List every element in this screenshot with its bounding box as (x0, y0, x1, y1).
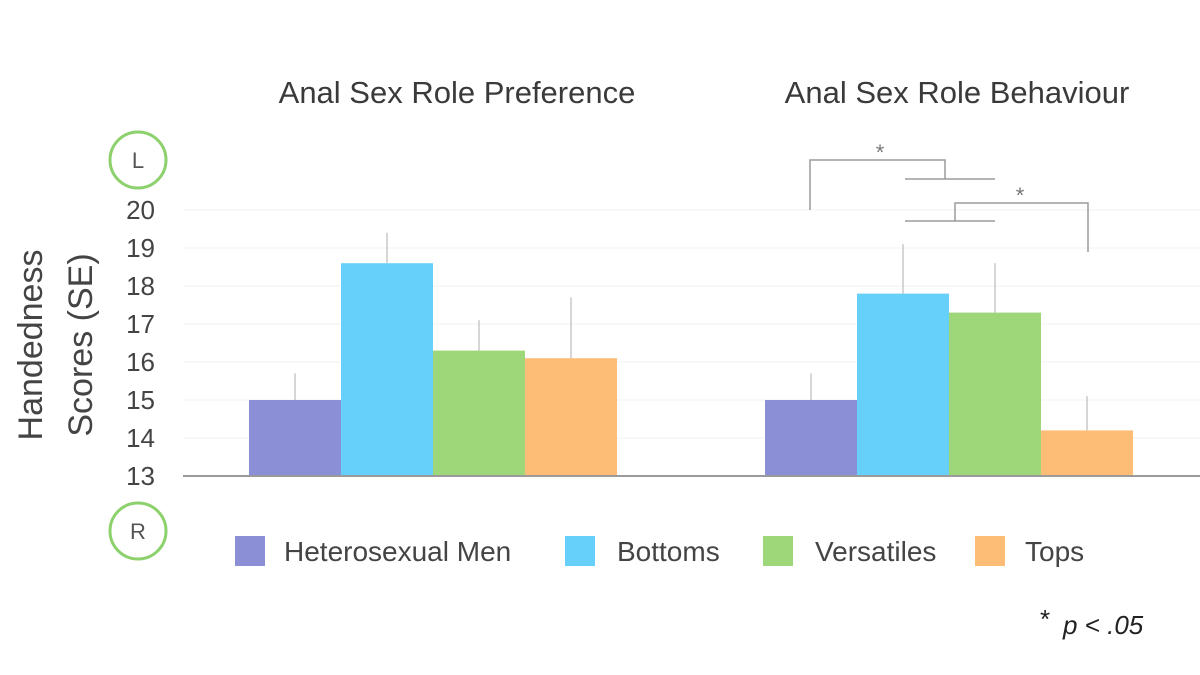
footnote-text: p < .05 (1062, 610, 1144, 640)
y-axis-label-line2: Scores (SE) (62, 253, 100, 436)
bar-preference-versatiles (433, 350, 525, 476)
left-marker-circle (108, 130, 168, 190)
significance-star: * (1016, 183, 1025, 208)
y-tick-label: 14 (126, 423, 155, 453)
bar-behaviour-tops (1041, 430, 1133, 476)
significance-bracket (954, 202, 1089, 252)
right-marker-label: R (130, 519, 146, 544)
bar-preference-heterosexual-men (249, 400, 341, 476)
bar-behaviour-bottoms (857, 293, 949, 476)
bar-behaviour-heterosexual-men (765, 400, 857, 476)
legend-swatch-tops (975, 536, 1005, 566)
y-axis-label-line1: Handedness (12, 250, 50, 441)
legend-label-heterosexual-men: Heterosexual Men (284, 536, 511, 567)
panel-title-behaviour: Anal Sex Role Behaviour (785, 75, 1130, 110)
y-tick-label: 18 (126, 271, 155, 301)
legend: Heterosexual Men Bottoms Versatiles Tops (235, 536, 1084, 567)
left-marker: L (108, 130, 168, 190)
y-tick-label: 19 (126, 233, 155, 263)
legend-swatch-heterosexual-men (235, 536, 265, 566)
y-tick-label: 15 (126, 385, 155, 415)
left-marker-label: L (132, 148, 144, 173)
panel-title-preference: Anal Sex Role Preference (279, 75, 636, 110)
y-tick-label: 17 (126, 309, 155, 339)
legend-swatch-bottoms (565, 536, 595, 566)
y-tick-label: 16 (126, 347, 155, 377)
significance-star: * (876, 140, 885, 165)
legend-label-bottoms: Bottoms (617, 536, 720, 567)
bar-behaviour-versatiles (949, 312, 1041, 476)
right-marker-circle (108, 501, 168, 561)
y-tick-label: 20 (126, 195, 155, 225)
footnote-star: * (1040, 604, 1050, 634)
bar-preference-tops (525, 358, 617, 476)
legend-swatch-versatiles (763, 536, 793, 566)
right-marker: R (108, 501, 168, 561)
y-tick-label: 13 (126, 461, 155, 491)
bar-preference-bottoms (341, 263, 433, 476)
legend-label-versatiles: Versatiles (815, 536, 936, 567)
significance-bracket (809, 159, 946, 210)
significance-brackets: ** (809, 140, 1089, 252)
bars (249, 232, 1133, 476)
legend-label-tops: Tops (1025, 536, 1084, 567)
footnote: * p < .05 (1040, 604, 1144, 640)
y-axis: 13 14 15 16 17 18 19 20 (126, 195, 1200, 491)
